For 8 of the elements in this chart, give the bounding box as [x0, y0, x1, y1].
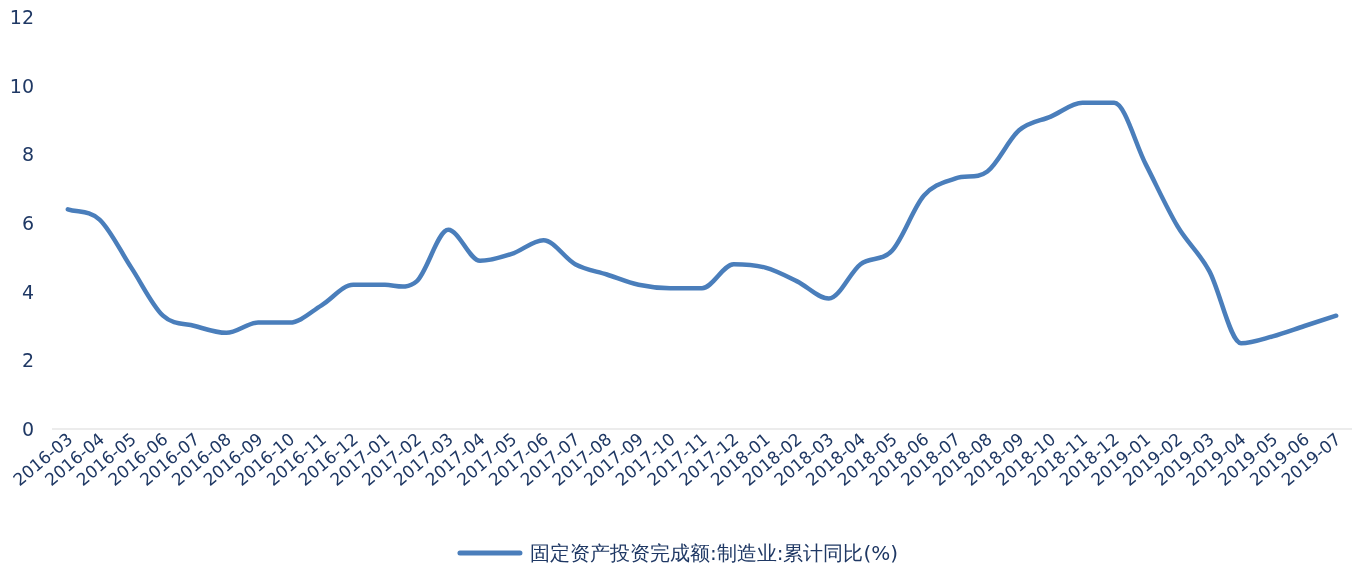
line-series [65, 100, 1339, 346]
y-tick-label: 4 [21, 280, 34, 303]
legend-label: 固定资产投资完成额:制造业:累计同比(%) [529, 541, 899, 565]
y-tick-label: 12 [9, 6, 34, 28]
y-tick-label: 8 [21, 143, 34, 166]
y-tick-label: 2 [21, 349, 34, 372]
y-tick-label: 6 [21, 212, 34, 234]
y-tick-label: 10 [9, 74, 34, 97]
